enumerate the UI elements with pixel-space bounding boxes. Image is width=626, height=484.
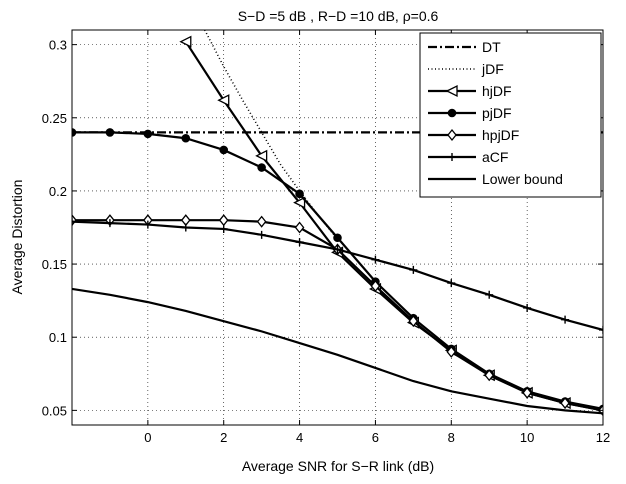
- series-layer: [72, 30, 603, 417]
- data-point-acf-8: [371, 255, 380, 264]
- x-tick-label-2: 4: [296, 430, 303, 445]
- legend: DT jDF hjDF pjDF hpjDF aCF Lower bound: [419, 32, 602, 198]
- data-point-hpjdf-6: [294, 221, 305, 234]
- data-point-acf-0: [72, 217, 76, 226]
- y-axis-label: Average Distortion: [9, 180, 25, 295]
- data-point-pjdf-6: [295, 189, 304, 199]
- data-point-acf-3: [181, 223, 190, 232]
- data-point-acf-5: [257, 230, 266, 239]
- data-point-hpjdf-10: [446, 345, 457, 358]
- legend-marker-hpjdf: [447, 128, 457, 142]
- data-point-hpjdf-4: [218, 214, 229, 227]
- plot-frame: [71, 29, 604, 426]
- data-point-pjdf-4: [219, 145, 229, 155]
- series-line-jdf: [204, 30, 339, 240]
- data-point-acf-9: [409, 265, 418, 274]
- legend-marker-acf: [448, 153, 456, 161]
- data-point-acf-10: [447, 279, 456, 288]
- legend-label-hjdf: hjDF: [482, 83, 512, 99]
- data-point-acf-1: [105, 219, 114, 228]
- legend-label-pjdf: pjDF: [482, 105, 512, 121]
- y-tick-label-1: 0.1: [49, 330, 67, 345]
- legend-marker-hjdf: [445, 84, 458, 98]
- data-point-pjdf-1: [105, 128, 115, 137]
- data-point-acf-12: [523, 303, 532, 312]
- data-point-acf-11: [485, 290, 494, 299]
- data-point-pjdf-0: [72, 128, 77, 137]
- y-tick-label-5: 0.3: [49, 38, 67, 53]
- series-jdf: [204, 30, 339, 240]
- legend-marker-pjdf: [447, 108, 457, 118]
- series-line-lower-bound: [72, 287, 603, 415]
- x-tick-label-5: 10: [520, 430, 534, 445]
- data-point-acf-4: [219, 224, 228, 233]
- data-point-hpjdf-12: [522, 386, 532, 399]
- data-point-hpjdf-11: [484, 369, 495, 382]
- data-point-pjdf-3: [181, 133, 191, 143]
- legend-label-lower-bound: Lower bound: [482, 171, 563, 187]
- series-acf: [72, 217, 603, 334]
- data-point-hjdf-1: [217, 94, 230, 107]
- y-tick-label-4: 0.25: [42, 111, 67, 126]
- series-hpjdf: [72, 214, 603, 417]
- x-tick-label-4: 8: [448, 430, 455, 445]
- data-point-acf-2: [143, 220, 152, 229]
- data-point-hpjdf-9: [408, 315, 419, 328]
- x-tick-label-6: 12: [596, 430, 610, 445]
- y-tick-label-0: 0.05: [42, 403, 67, 418]
- legend-label-jdf: jDF: [481, 61, 504, 77]
- y-tick-label-3: 0.2: [49, 184, 67, 199]
- data-point-pjdf-5: [257, 163, 266, 172]
- data-point-hjdf-2: [255, 149, 268, 162]
- data-point-pjdf-2: [143, 129, 153, 139]
- legend-label-acf: aCF: [482, 149, 508, 165]
- legend-label-dt: DT: [482, 39, 501, 55]
- data-point-acf-6: [295, 238, 304, 247]
- data-point-acf-13: [561, 315, 570, 324]
- chart-title: S−D =5 dB , R−D =10 dB, ρ=0.6: [238, 8, 439, 24]
- data-point-acf-14: [599, 325, 603, 334]
- data-point-hjdf-3: [293, 196, 306, 209]
- data-point-pjdf-7: [333, 233, 342, 243]
- data-point-hpjdf-8: [370, 279, 381, 293]
- y-tick-label-2: 0.15: [42, 257, 67, 272]
- x-axis-label: Average SNR for S−R link (dB): [242, 458, 434, 474]
- data-point-hpjdf-5: [256, 215, 267, 228]
- data-point-hpjdf-13: [560, 397, 570, 410]
- x-tick-label-3: 6: [372, 430, 379, 445]
- x-tick-label-0: 0: [144, 430, 151, 445]
- legend-label-hpjdf: hpjDF: [482, 127, 519, 143]
- series-lower-bound: [72, 287, 603, 415]
- grid: [72, 30, 604, 425]
- data-point-acf-7: [333, 245, 342, 254]
- data-point-hjdf-0: [179, 35, 192, 48]
- x-tick-label-1: 2: [220, 430, 227, 445]
